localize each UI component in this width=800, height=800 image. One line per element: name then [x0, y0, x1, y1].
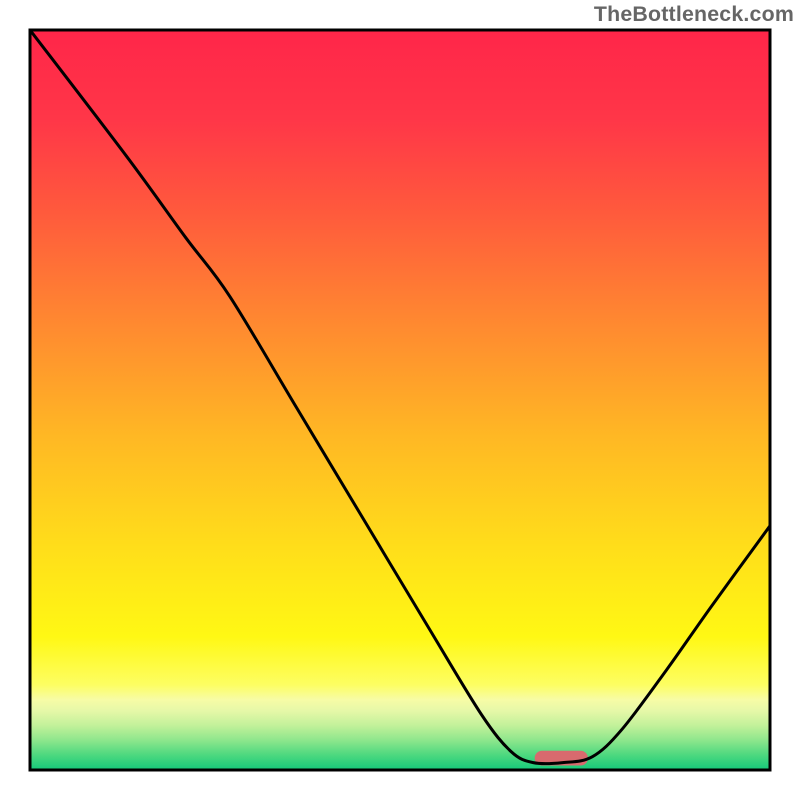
watermark-text: TheBottleneck.com	[594, 2, 794, 27]
bottleneck-curve-chart	[0, 0, 800, 800]
chart-stage: TheBottleneck.com	[0, 0, 800, 800]
plot-background	[30, 30, 770, 770]
